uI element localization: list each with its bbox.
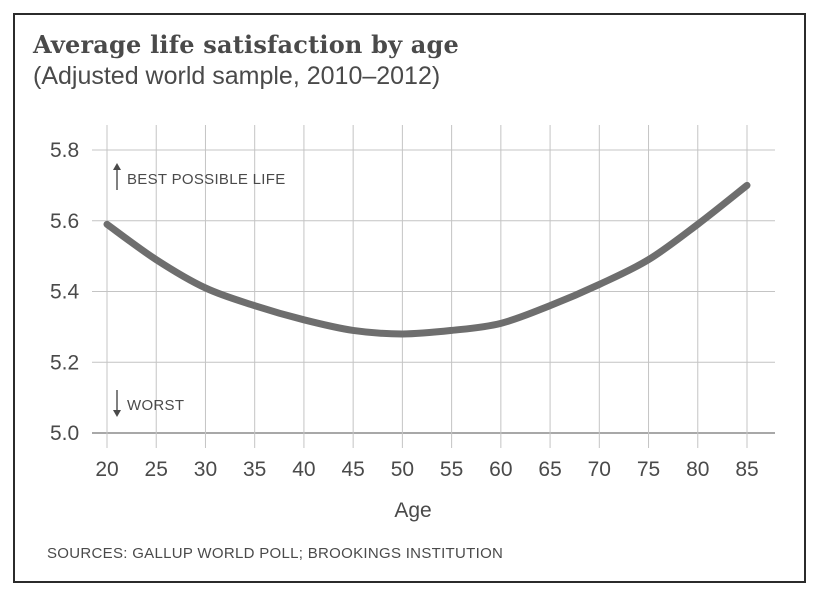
chart-subtitle: (Adjusted world sample, 2010–2012) [33, 62, 441, 90]
x-tick-label: 30 [194, 458, 217, 481]
series-group [103, 181, 751, 338]
x-tick-label: 40 [292, 458, 315, 481]
y-tick-label: 5.4 [50, 281, 80, 304]
x-tick-label: 20 [95, 458, 118, 481]
x-tick-label: 65 [538, 458, 561, 481]
x-tick-label: 85 [735, 458, 758, 481]
x-tick-label: 80 [686, 458, 709, 481]
annotation-best: BEST POSSIBLE LIFE [127, 171, 286, 188]
x-tick-label: 70 [588, 458, 611, 481]
chart-frame [13, 13, 806, 583]
y-tick-label: 5.2 [50, 351, 79, 374]
annotation-worst: WORST [127, 397, 184, 414]
x-axis-label: Age [394, 499, 431, 522]
x-tick-label: 25 [145, 458, 168, 481]
annotations: BEST POSSIBLE LIFE WORST [113, 163, 286, 417]
chart-title: Average life satisfaction by age [33, 30, 460, 59]
y-axis-ticks: 5.0 5.2 5.4 5.6 5.8 [50, 139, 80, 445]
x-tick-label: 35 [243, 458, 266, 481]
x-tick-label: 60 [489, 458, 512, 481]
x-axis-ticks: 20 25 30 35 40 45 50 55 60 65 70 75 80 85 [95, 458, 758, 481]
y-tick-label: 5.0 [50, 422, 79, 445]
y-tick-label: 5.8 [50, 139, 79, 162]
y-tick-label: 5.6 [50, 210, 79, 233]
arrow-down-head [113, 410, 121, 417]
arrow-up-head [113, 163, 121, 170]
x-tick-label: 45 [341, 458, 364, 481]
source-note: SOURCES: GALLUP WORLD POLL; BROOKINGS IN… [47, 545, 504, 562]
x-tick-label: 75 [637, 458, 660, 481]
x-tick-label: 55 [440, 458, 463, 481]
series-line [103, 181, 751, 338]
x-tick-label: 50 [391, 458, 414, 481]
